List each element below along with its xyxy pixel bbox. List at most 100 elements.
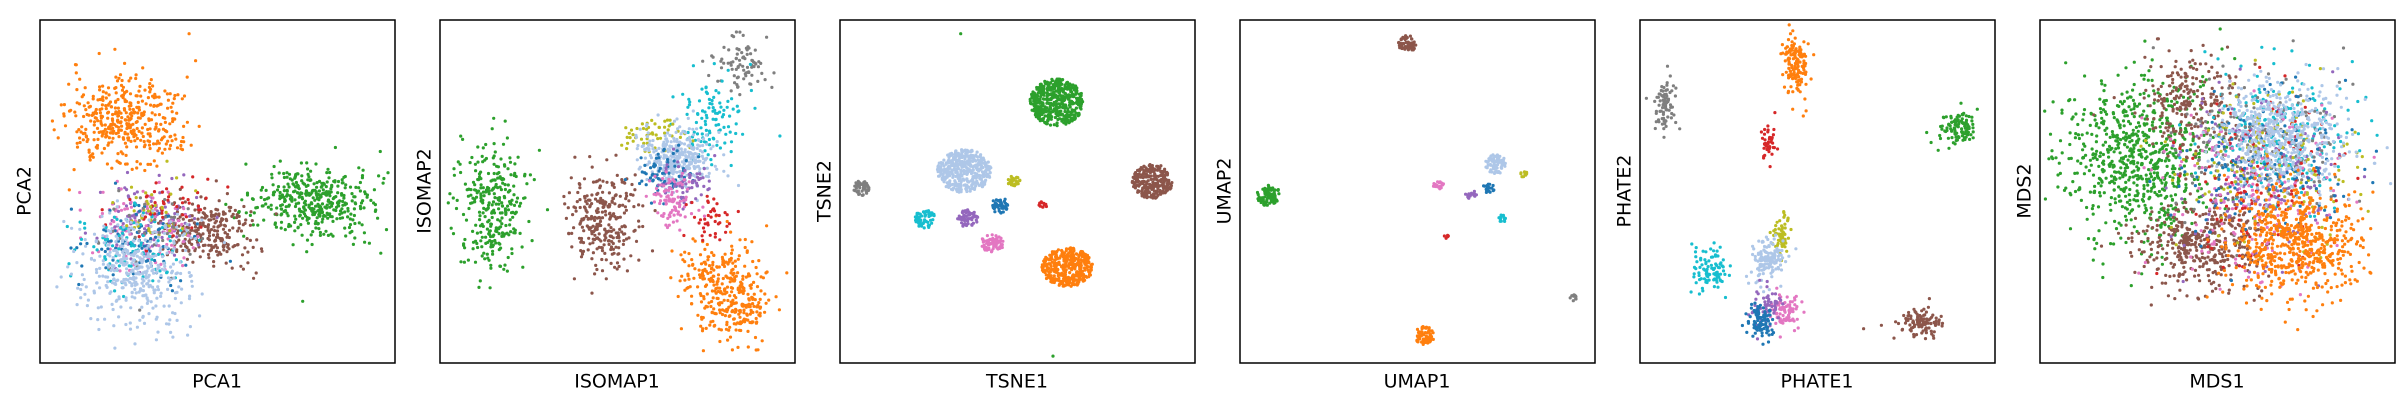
data-point xyxy=(1088,265,1092,269)
data-point xyxy=(1146,195,1150,199)
data-point xyxy=(1053,258,1057,262)
data-point xyxy=(745,52,749,57)
data-point xyxy=(201,249,205,253)
data-point xyxy=(142,294,146,298)
data-point xyxy=(637,203,641,207)
data-point xyxy=(478,279,482,283)
data-point xyxy=(728,280,732,284)
data-point xyxy=(294,217,298,221)
data-point xyxy=(586,217,590,221)
data-point xyxy=(175,240,179,244)
data-point xyxy=(764,271,768,275)
data-point xyxy=(512,231,516,235)
data-point xyxy=(491,200,496,204)
data-point xyxy=(111,307,115,312)
data-point xyxy=(78,227,82,231)
data-point xyxy=(748,320,752,325)
data-point xyxy=(656,137,660,141)
data-point xyxy=(461,137,465,141)
data-point xyxy=(622,239,626,243)
data-point xyxy=(122,277,126,282)
data-point xyxy=(340,178,344,182)
data-point xyxy=(625,194,629,198)
data-point xyxy=(325,180,329,184)
data-point xyxy=(479,194,483,198)
data-point xyxy=(651,138,655,143)
data-point xyxy=(503,263,507,267)
data-point xyxy=(353,195,357,199)
data-point xyxy=(246,250,250,254)
data-point xyxy=(676,195,680,199)
data-point xyxy=(651,132,655,136)
data-point xyxy=(190,279,194,283)
data-point xyxy=(101,98,105,102)
data-point xyxy=(145,207,150,211)
data-point xyxy=(149,199,153,203)
data-point xyxy=(182,207,186,211)
data-point xyxy=(690,181,695,185)
data-point xyxy=(107,102,111,106)
data-point xyxy=(492,116,496,120)
data-point xyxy=(675,149,679,153)
data-point xyxy=(334,208,338,213)
data-point xyxy=(170,139,174,143)
data-point xyxy=(647,161,652,165)
data-point xyxy=(711,319,715,323)
data-point xyxy=(244,211,248,215)
data-point xyxy=(1052,100,1056,104)
data-point xyxy=(273,221,277,225)
data-point xyxy=(1156,186,1160,190)
data-point xyxy=(1049,106,1053,110)
data-point xyxy=(464,218,469,222)
data-point xyxy=(132,258,136,263)
data-point xyxy=(140,246,144,250)
data-point xyxy=(700,234,704,238)
data-point xyxy=(314,226,318,230)
data-point xyxy=(728,130,732,134)
data-point xyxy=(207,234,212,238)
data-point xyxy=(134,196,138,200)
data-point xyxy=(669,158,673,162)
data-point xyxy=(720,115,724,119)
data-point xyxy=(81,138,85,142)
data-point xyxy=(671,95,675,99)
data-point xyxy=(598,216,603,220)
data-point xyxy=(625,147,629,151)
data-point xyxy=(203,206,207,210)
data-point xyxy=(492,154,496,158)
data-point xyxy=(1062,259,1066,263)
data-point xyxy=(1145,167,1150,171)
data-point xyxy=(203,224,207,229)
data-point xyxy=(459,134,463,138)
data-point xyxy=(175,225,179,229)
data-point xyxy=(191,260,195,264)
data-point xyxy=(772,71,776,75)
data-point xyxy=(579,255,584,259)
data-point xyxy=(969,171,974,176)
data-point xyxy=(672,213,676,217)
data-point xyxy=(147,244,151,248)
data-point xyxy=(463,237,467,242)
data-point xyxy=(716,277,720,281)
data-point xyxy=(506,208,511,212)
data-point xyxy=(109,222,113,226)
data-point xyxy=(620,143,624,147)
scatter-panel-tsne: TSNE1 TSNE2 xyxy=(800,0,1200,400)
data-point xyxy=(690,186,694,190)
data-point xyxy=(265,197,269,201)
data-point xyxy=(280,212,284,216)
data-point xyxy=(742,68,746,72)
data-point xyxy=(121,244,125,248)
data-point xyxy=(248,223,252,227)
data-point xyxy=(656,211,660,215)
data-point xyxy=(136,100,140,104)
data-point xyxy=(487,201,491,205)
data-point xyxy=(113,112,117,116)
data-point xyxy=(1038,107,1042,111)
data-point xyxy=(696,143,700,147)
data-point xyxy=(318,233,322,237)
data-point xyxy=(1048,123,1053,127)
data-point xyxy=(279,207,283,211)
data-point xyxy=(143,231,147,235)
data-point xyxy=(675,137,679,142)
